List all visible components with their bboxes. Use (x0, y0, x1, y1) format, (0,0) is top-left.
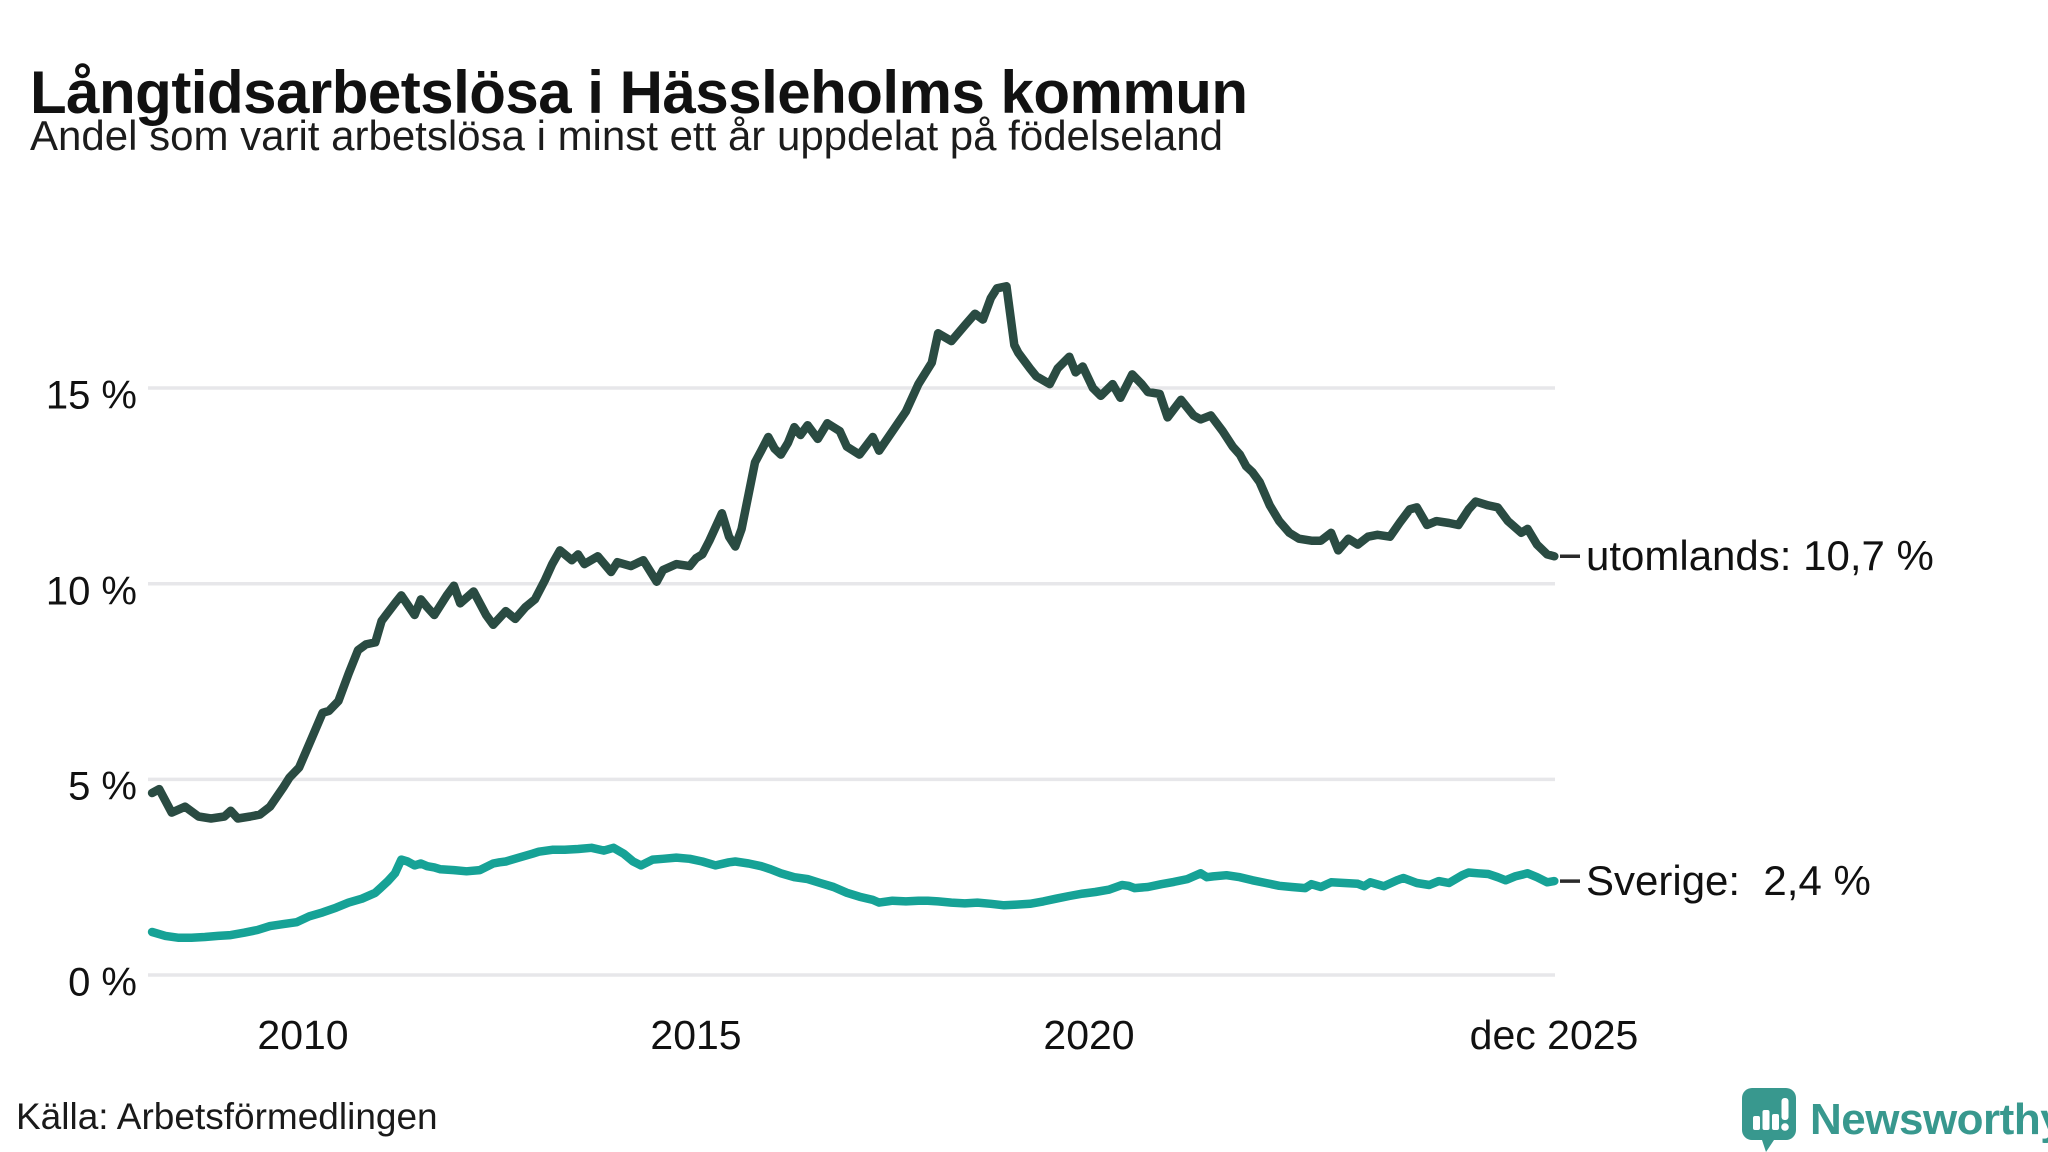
source-attribution: Källa: Arbetsförmedlingen (16, 1096, 438, 1137)
y-tick-0: 0 % (68, 960, 137, 1005)
y-tick-10: 10 % (45, 569, 137, 614)
bar-3 (1772, 1114, 1779, 1130)
utomlands-line (147, 282, 1559, 823)
bar-1 (1753, 1116, 1760, 1130)
sverige-line (147, 843, 1559, 943)
chart-subtitle: Andel som varit arbetslösa i minst ett å… (30, 112, 1224, 159)
sverige-end-label: Sverige: 2,4 % (1586, 857, 1871, 904)
x-tick-2010: 2010 (257, 1012, 349, 1058)
x-tick-dec-2025: dec 2025 (1469, 1012, 1639, 1058)
x-tick-2015: 2015 (650, 1012, 742, 1058)
y-tick-5: 5 % (68, 764, 137, 809)
x-tick-2020: 2020 (1043, 1012, 1135, 1058)
utomlands-end-label: utomlands: 10,7 % (1586, 532, 1934, 579)
newsworthy-pin-icon (1742, 1088, 1798, 1152)
gridlines (148, 386, 1555, 977)
newsworthy-wordmark: Newsworthy (1810, 1095, 2048, 1144)
page-title: Långtidsarbetslösa i Hässleholms kommun (30, 59, 1248, 127)
exclamation-dot (1781, 1123, 1789, 1131)
newsworthy-logo[interactable]: Newsworthy (1742, 1088, 2048, 1152)
exclamation-bar (1781, 1098, 1789, 1120)
y-tick-15: 15 % (45, 373, 137, 418)
bar-2 (1762, 1110, 1770, 1130)
